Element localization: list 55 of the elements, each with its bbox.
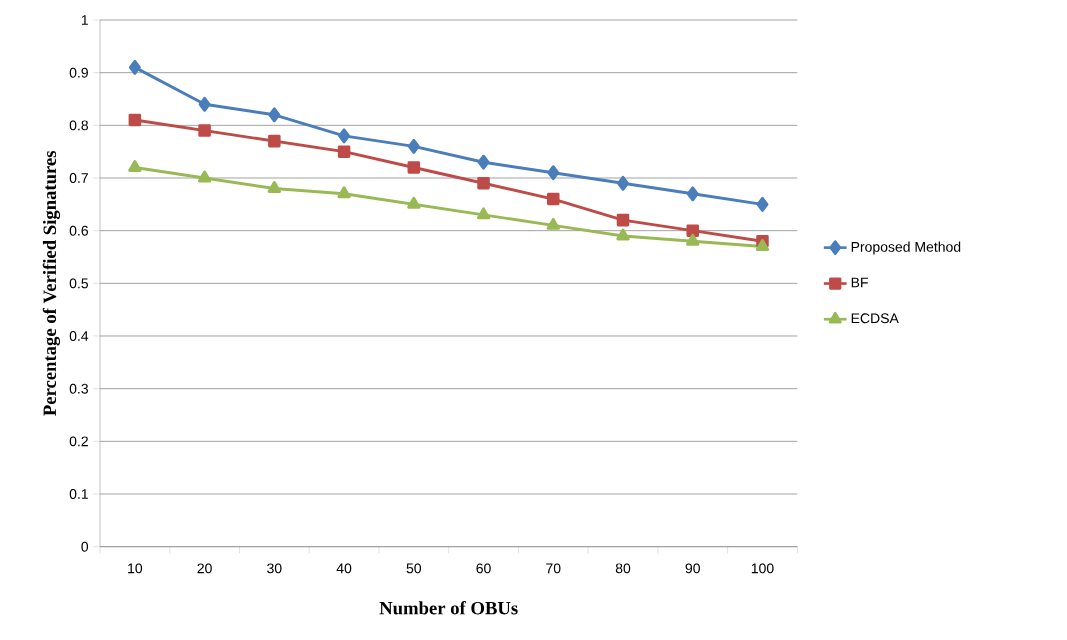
y-tick-label: 0.1	[69, 489, 88, 499]
point	[337, 186, 351, 199]
point	[547, 192, 560, 206]
y-tick-label: 0.6	[69, 225, 89, 236]
legend-label: BF	[851, 277, 868, 288]
point	[198, 124, 211, 137]
point	[547, 165, 560, 181]
y-tick-label: 1	[81, 15, 88, 25]
point	[128, 160, 142, 172]
point	[616, 228, 630, 241]
x-tick-label: 50	[406, 563, 422, 574]
point	[686, 233, 700, 246]
point	[686, 224, 699, 237]
x-tick-label: 60	[476, 563, 491, 574]
x-tick-label: 100	[751, 563, 774, 574]
point	[337, 145, 351, 158]
point	[197, 170, 212, 183]
y-tick-label: 0.8	[69, 120, 89, 131]
x-tick-label: 30	[267, 563, 282, 574]
point	[755, 238, 770, 251]
point	[338, 128, 351, 144]
point	[198, 96, 211, 112]
legend-label: ECDSA	[851, 313, 899, 324]
y-tick-label: 0.5	[69, 278, 89, 289]
x-tick-label: 90	[685, 563, 700, 574]
point	[268, 134, 281, 148]
point	[128, 113, 142, 127]
point	[477, 176, 490, 190]
y-tick-label: 0.7	[69, 173, 88, 183]
y-tick-label: 0.9	[69, 67, 88, 78]
point	[617, 175, 629, 191]
point	[477, 154, 490, 170]
x-tick-label: 40	[336, 563, 352, 574]
x-tick-label: 20	[197, 563, 212, 574]
point	[268, 107, 281, 123]
point	[546, 217, 560, 230]
y-tick-label: 0.4	[69, 331, 89, 341]
y-tick-label: 0.3	[69, 383, 89, 394]
y-tick-label: 0.2	[69, 436, 88, 447]
point	[128, 59, 141, 75]
y-tick-label: 0	[81, 541, 89, 552]
x-tick-label: 10	[128, 563, 143, 574]
point	[686, 186, 699, 202]
x-tick-label: 80	[615, 563, 631, 574]
y-axis-title: Percentage of Verified Signatures	[42, 150, 61, 416]
point	[267, 181, 281, 193]
point	[407, 138, 420, 154]
point	[407, 161, 421, 174]
x-axis-title: Number of OBUs	[379, 601, 518, 615]
point	[756, 196, 769, 212]
x-tick-label: 70	[546, 563, 561, 574]
point	[407, 196, 421, 209]
legend-label: Proposed Method	[851, 241, 961, 255]
point	[476, 207, 491, 220]
point	[616, 213, 630, 227]
